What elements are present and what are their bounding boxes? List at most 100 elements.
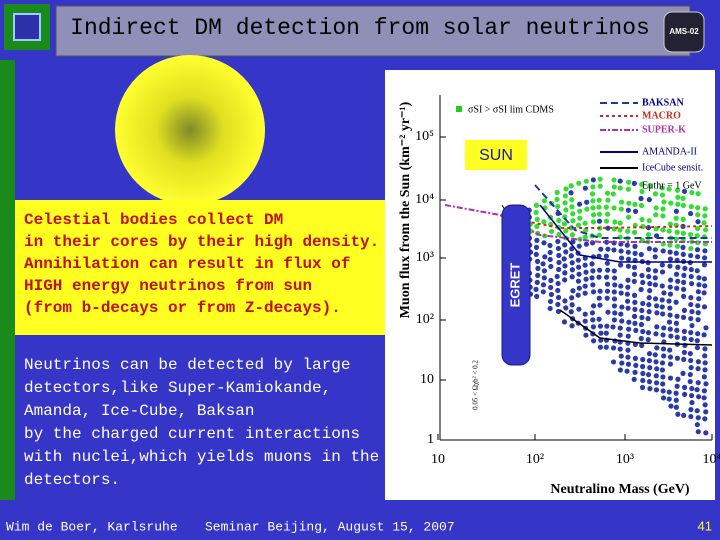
scatter-dot bbox=[680, 195, 686, 201]
scatter-dot bbox=[701, 304, 708, 310]
scatter-dot bbox=[596, 274, 602, 280]
scatter-dot bbox=[667, 361, 674, 367]
scatter-dot bbox=[638, 335, 644, 342]
scatter-dot bbox=[689, 322, 695, 329]
scatter-dot bbox=[675, 376, 681, 382]
scatter-dot bbox=[554, 189, 560, 196]
scatter-dot bbox=[703, 325, 709, 331]
y-axis-label: Muon flux from the Sun (km⁻² yr⁻¹) bbox=[398, 101, 413, 318]
scatter-dot bbox=[688, 336, 694, 343]
scatter-dot bbox=[610, 324, 616, 330]
scatter-dot bbox=[575, 292, 581, 298]
scatter-dot bbox=[603, 218, 610, 224]
scatter-dot bbox=[583, 332, 589, 338]
footer-page: 41 bbox=[698, 518, 712, 533]
scatter-dot bbox=[562, 214, 568, 220]
scatter-dot bbox=[701, 262, 708, 268]
scatter-dot bbox=[590, 324, 596, 330]
scatter-dot bbox=[561, 256, 567, 262]
scatter-dot bbox=[681, 412, 687, 418]
scatter-dot bbox=[617, 332, 623, 338]
scatter-dot bbox=[659, 283, 665, 289]
cdms-marker bbox=[456, 106, 462, 112]
scatter-dot bbox=[611, 275, 618, 281]
scatter-dot bbox=[702, 248, 708, 254]
y-tick-label: 10³ bbox=[416, 250, 434, 265]
scatter-dot bbox=[617, 227, 623, 233]
scatter-dot bbox=[674, 187, 681, 193]
scatter-dot bbox=[625, 361, 632, 367]
legend-label: BAKSAN bbox=[642, 97, 684, 108]
scatter-dot bbox=[667, 326, 673, 332]
scatter-dot bbox=[597, 323, 604, 329]
footer-author: Wim de Boer, Karlsruhe bbox=[6, 519, 178, 534]
egret-label: EGRET bbox=[507, 263, 522, 308]
scatter-dot bbox=[660, 206, 666, 212]
scatter-dot bbox=[667, 256, 674, 262]
scatter-dot bbox=[617, 220, 623, 226]
scatter-dot bbox=[570, 218, 576, 224]
scatter-dot bbox=[701, 290, 707, 296]
scatter-dot bbox=[646, 302, 652, 308]
scatter-dot bbox=[681, 279, 687, 285]
scatter-dot bbox=[640, 300, 646, 307]
scatter-dot bbox=[694, 387, 700, 393]
scatter-dot bbox=[666, 396, 672, 402]
scatter-dot bbox=[589, 261, 595, 267]
scatter-dot bbox=[680, 244, 686, 250]
scatter-dot bbox=[625, 256, 632, 262]
scatter-dot bbox=[661, 325, 667, 331]
scatter-dot bbox=[695, 226, 701, 232]
scatter-dot bbox=[661, 290, 667, 296]
scatter-dot bbox=[654, 345, 660, 351]
scatter-dot bbox=[618, 290, 624, 296]
scatter-dot bbox=[632, 306, 638, 312]
scatter-dot bbox=[576, 243, 582, 249]
scatter-dot bbox=[646, 309, 652, 315]
scatter-dot bbox=[570, 288, 576, 294]
scatter-dot bbox=[604, 323, 610, 329]
scatter-dot bbox=[597, 176, 603, 182]
scatter-dot bbox=[562, 263, 568, 269]
scatter-dot bbox=[687, 350, 693, 357]
scatter-dot bbox=[590, 289, 597, 295]
scatter-dot bbox=[694, 247, 701, 253]
scatter-dot bbox=[575, 278, 582, 284]
scatter-dot bbox=[570, 211, 576, 217]
scatter-dot bbox=[674, 383, 680, 389]
scatter-dot bbox=[639, 272, 645, 279]
scatter-dot bbox=[681, 272, 687, 278]
detect-line: detectors,like Super-Kamiokande, bbox=[24, 379, 331, 397]
scatter-dot bbox=[618, 206, 624, 212]
legend-label: AMANDA-II bbox=[642, 146, 697, 157]
scatter-dot bbox=[633, 362, 639, 368]
scatter-dot bbox=[681, 328, 687, 334]
scatter-dot bbox=[673, 250, 679, 256]
scatter-dot bbox=[695, 212, 701, 218]
scatter-dot bbox=[631, 376, 637, 382]
scatter-dot bbox=[632, 369, 638, 375]
scatter-dot bbox=[534, 223, 540, 229]
scatter-dot bbox=[590, 184, 596, 190]
scatter-dot bbox=[612, 282, 618, 288]
scatter-dot bbox=[694, 338, 700, 344]
scatter-dot bbox=[638, 321, 645, 328]
scatter-dot bbox=[603, 330, 609, 336]
scatter-dot bbox=[696, 275, 702, 281]
scatter-dot bbox=[673, 215, 679, 221]
scatter-dot bbox=[659, 269, 666, 275]
scatter-dot bbox=[540, 261, 546, 267]
sun-label: SUN bbox=[479, 147, 513, 164]
scatter-dot bbox=[659, 192, 666, 198]
scatter-dot bbox=[681, 384, 688, 390]
scatter-dot bbox=[582, 318, 588, 324]
scatter-dot bbox=[541, 268, 548, 274]
scatter-dot bbox=[632, 243, 638, 249]
scatter-dot bbox=[667, 221, 673, 227]
scatter-dot bbox=[652, 254, 658, 260]
scatter-dot bbox=[660, 227, 666, 233]
scatter-dot bbox=[589, 191, 596, 197]
scatter-dot bbox=[563, 186, 569, 192]
footer-bar bbox=[0, 512, 720, 540]
